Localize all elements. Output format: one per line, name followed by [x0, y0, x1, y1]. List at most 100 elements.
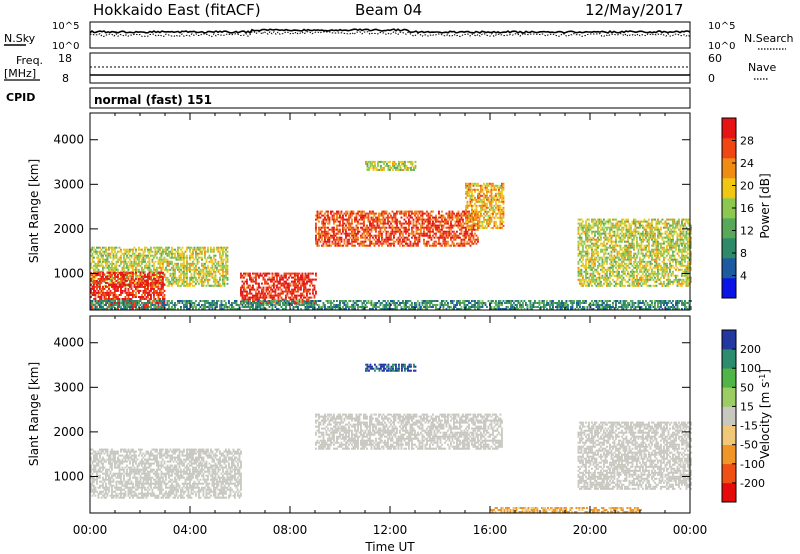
heatmap-cell: [618, 234, 620, 237]
heatmap-cell: [457, 224, 460, 227]
heatmap-cell: [432, 242, 434, 245]
heatmap-cell: [180, 256, 182, 259]
heatmap-cell: [373, 228, 376, 231]
heatmap-cell: [591, 280, 593, 283]
heatmap-cell: [633, 218, 635, 221]
heatmap-cell: [313, 294, 316, 297]
heatmap-cell: [364, 216, 367, 219]
heatmap-cell: [120, 254, 122, 257]
heatmap-cell: [202, 268, 205, 271]
heatmap-cell: [153, 294, 155, 296]
heatmap-cell: [139, 285, 142, 288]
heatmap-cell: [96, 256, 98, 259]
heatmap-cell: [271, 298, 274, 301]
heatmap-cell: [646, 250, 649, 253]
heatmap-cell: [204, 272, 206, 275]
heatmap-cell: [377, 160, 379, 163]
heatmap-cell: [100, 291, 103, 294]
heatmap-cell: [408, 234, 410, 237]
heatmap-cell: [604, 260, 607, 263]
heatmap-cell: [393, 242, 395, 245]
heatmap-cell: [471, 200, 473, 203]
heatmap-cell: [271, 296, 274, 299]
heatmap-cell: [295, 284, 298, 287]
heatmap-cell: [465, 218, 467, 221]
heatmap-cell: [577, 248, 580, 251]
heatmap-cell: [643, 280, 646, 283]
heatmap-cell: [618, 226, 620, 229]
heatmap-cell: [103, 250, 106, 253]
heatmap-cell: [600, 282, 602, 285]
heatmap-cell: [94, 271, 97, 274]
heatmap-cell: [613, 274, 616, 277]
heatmap-cell: [486, 194, 488, 197]
heatmap-cell: [142, 274, 145, 277]
heatmap-cell: [193, 284, 196, 287]
heatmap-cell: [226, 278, 229, 281]
heatmap-cell: [136, 285, 139, 288]
heatmap-cell: [432, 220, 434, 223]
heatmap-cell: [150, 246, 152, 249]
heatmap-cell: [348, 220, 350, 223]
heatmap-cell: [126, 254, 128, 257]
heatmap-cell: [115, 268, 118, 271]
heatmap-cell: [634, 220, 637, 223]
heatmap-cell: [612, 272, 614, 275]
heatmap-cell: [273, 296, 275, 299]
heatmap-cell: [213, 246, 215, 249]
heatmap-cell: [195, 252, 197, 255]
heatmap-cell: [120, 273, 122, 276]
heatmap-cell: [451, 226, 454, 229]
heatmap-cell: [142, 260, 145, 263]
heatmap-cell: [94, 268, 97, 271]
heatmap-cell: [436, 228, 439, 231]
heatmap-cell: [448, 230, 451, 233]
heatmap-cell: [469, 218, 472, 221]
heatmap-cell: [478, 218, 481, 221]
heatmap-cell: [126, 262, 128, 265]
heatmap-cell: [597, 244, 599, 247]
heatmap-cell: [97, 296, 100, 298]
heatmap-cell: [471, 242, 473, 245]
heatmap-cell: [609, 246, 611, 249]
heatmap-cell: [415, 220, 418, 223]
heatmap-cell: [118, 271, 121, 274]
heatmap-cell: [178, 254, 181, 257]
heatmap-cell: [619, 254, 622, 257]
heatmap-cell: [259, 286, 262, 289]
heatmap-cell: [636, 276, 638, 279]
heatmap-cell: [408, 224, 410, 227]
heatmap-cell: [220, 256, 223, 259]
heatmap-cell: [115, 264, 118, 267]
heatmap-cell: [586, 244, 589, 247]
heatmap-cell: [100, 308, 103, 310]
heatmap-cell: [402, 212, 404, 215]
heatmap-cell: [106, 254, 109, 257]
heatmap-cell: [409, 232, 412, 235]
heatmap-cell: [133, 302, 136, 304]
heatmap-cell: [123, 258, 125, 261]
heatmap-cell: [631, 272, 634, 275]
heatmap-cell: [318, 216, 320, 219]
heatmap-cell: [595, 284, 598, 287]
heatmap-cell: [457, 216, 460, 219]
heatmap-cell: [648, 226, 650, 229]
heatmap-cell: [382, 220, 385, 223]
heatmap-cell: [322, 230, 325, 233]
heatmap-cell: [174, 248, 176, 251]
heatmap-cell: [432, 222, 434, 225]
heatmap-cell: [618, 236, 620, 239]
heatmap-cell: [483, 182, 485, 185]
heatmap-cell: [144, 266, 146, 269]
heatmap-cell: [580, 228, 583, 231]
heatmap-cell: [636, 280, 638, 283]
heatmap-cell: [91, 248, 94, 251]
heatmap-cell: [94, 279, 97, 282]
heatmap-cell: [618, 262, 620, 265]
heatmap-cell: [304, 286, 307, 289]
heatmap-cell: [580, 264, 583, 267]
heatmap-cell: [301, 276, 304, 279]
heatmap-cell: [192, 280, 194, 283]
heatmap-cell: [622, 284, 625, 287]
